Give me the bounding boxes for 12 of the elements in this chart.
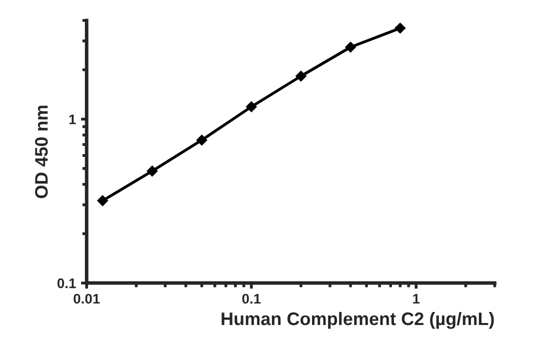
point (345, 42, 356, 53)
x-tick-label: 1 (413, 294, 420, 304)
x-axis-title: Human Complement C2 (µg/mL) (222, 312, 494, 329)
y-axis-title: OD 450 nm (35, 106, 48, 198)
point (394, 22, 406, 34)
point (97, 195, 108, 206)
point (146, 166, 158, 177)
point (296, 70, 306, 82)
point (246, 101, 257, 112)
x-tick-label: 0.1 (242, 294, 261, 304)
point (196, 134, 208, 146)
x-tick-label: 0.01 (74, 294, 100, 304)
